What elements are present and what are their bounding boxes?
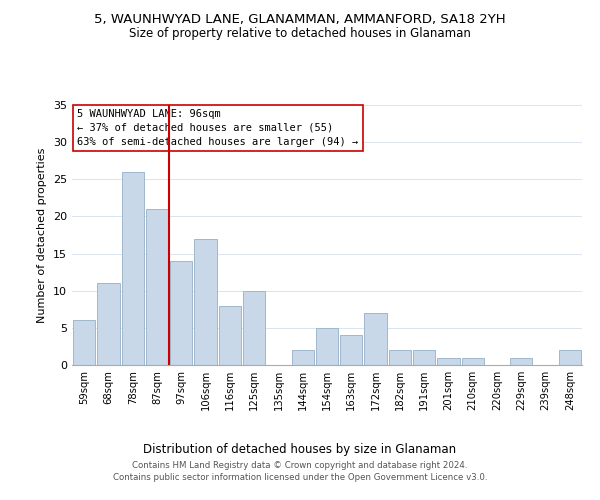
Bar (316, 328, 338, 365)
Text: Contains HM Land Registry data © Crown copyright and database right 2024.
Contai: Contains HM Land Registry data © Crown c… (113, 461, 487, 482)
Bar (218, 306, 241, 365)
Text: Distribution of detached houses by size in Glanaman: Distribution of detached houses by size … (143, 442, 457, 456)
Bar (461, 358, 484, 365)
Y-axis label: Number of detached properties: Number of detached properties (37, 148, 47, 322)
Bar (146, 209, 168, 365)
Text: 5 WAUNHWYAD LANE: 96sqm
← 37% of detached houses are smaller (55)
63% of semi-de: 5 WAUNHWYAD LANE: 96sqm ← 37% of detache… (77, 109, 358, 147)
Bar (510, 358, 532, 365)
Bar (559, 350, 581, 365)
Bar (389, 350, 411, 365)
Bar (170, 261, 193, 365)
Bar (437, 358, 460, 365)
Bar (292, 350, 314, 365)
Text: Size of property relative to detached houses in Glanaman: Size of property relative to detached ho… (129, 28, 471, 40)
Bar (243, 290, 265, 365)
Bar (73, 320, 95, 365)
Bar (97, 284, 119, 365)
Bar (194, 238, 217, 365)
Bar (364, 313, 387, 365)
Bar (122, 172, 144, 365)
Bar (340, 336, 362, 365)
Text: 5, WAUNHWYAD LANE, GLANAMMAN, AMMANFORD, SA18 2YH: 5, WAUNHWYAD LANE, GLANAMMAN, AMMANFORD,… (94, 12, 506, 26)
Bar (413, 350, 436, 365)
